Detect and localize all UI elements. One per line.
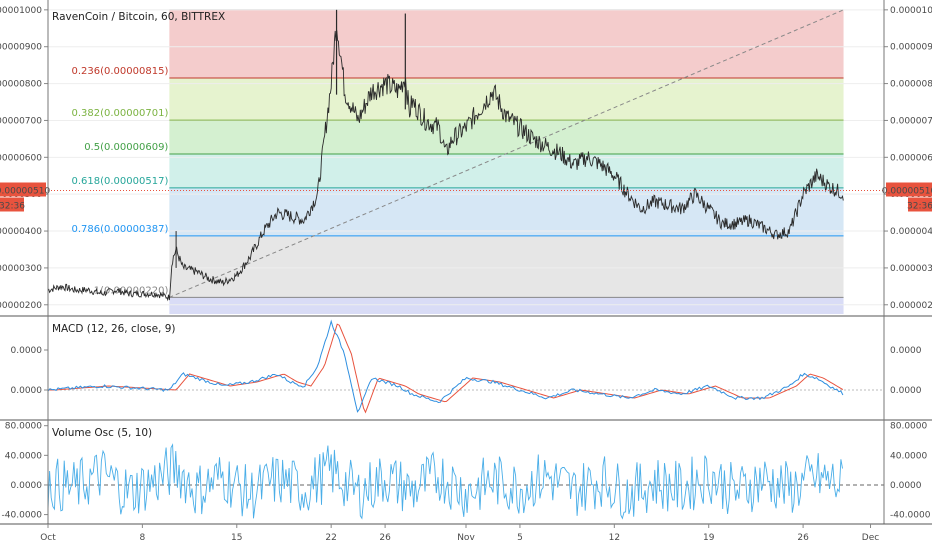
- fib-label-0.786: 0.786(0.00000387): [71, 224, 168, 235]
- fibonacci-levels[interactable]: 0.236(0.00000815) 0.382(0.00000701) 0.5(0.…: [71, 66, 844, 298]
- macd-tick-right: 0.0000: [890, 386, 922, 396]
- pane-dividers: [0, 0, 932, 525]
- x-tick-label: Dec: [862, 533, 879, 543]
- fib-zone-1: [169, 235, 844, 298]
- volume-osc-label: Volume Osc (5, 10): [52, 427, 152, 439]
- price-tag-right: [886, 182, 932, 197]
- x-tick-label: 19: [703, 533, 715, 543]
- x-axis: Oct 8 15 22 26 Nov 5 12 19 26 Dec: [40, 524, 879, 543]
- fib-label-1: 1(0.00000220): [94, 285, 169, 296]
- current-price-left: 0.00000510: [0, 186, 50, 196]
- countdown-tag-left: [0, 197, 24, 212]
- price-series: [47, 9, 844, 302]
- vol-tick-left: -40.0000: [2, 511, 43, 521]
- fib-label-0.236: 0.236(0.00000815): [71, 66, 168, 77]
- x-tick-label: 5: [517, 533, 523, 543]
- vol-tick-right: 0.0000: [890, 481, 922, 491]
- vol-tick-right: -40.0000: [890, 511, 931, 521]
- chart-title: RavenCoin / Bitcoin, 60, BITTREX: [52, 11, 225, 23]
- fibonacci-zones: [169, 9, 844, 314]
- fibonacci-trendline[interactable]: [169, 9, 844, 298]
- vol-tick-left: 80.0000: [5, 422, 42, 432]
- x-tick-label: 26: [379, 533, 391, 543]
- macd-signal-line: [48, 323, 844, 414]
- x-tick-label: Oct: [40, 533, 56, 543]
- fib-zone-0.786: [169, 187, 844, 236]
- fib-zone-base: [169, 297, 844, 314]
- macd-tick-left: 0.0000: [11, 346, 43, 356]
- macd-pane: 0.0000 0.0000 0.0000 0.0000: [11, 319, 922, 414]
- fib-label-0.5: 0.5(0.00000609): [84, 142, 168, 153]
- fib-zone-0.236: [169, 9, 844, 79]
- y-tick-label-right: 0.00001000: [890, 6, 932, 16]
- x-tick-label: 26: [797, 533, 809, 543]
- fib-label-0.382: 0.382(0.00000701): [71, 108, 168, 119]
- vol-tick-left: 0.0000: [11, 481, 43, 491]
- countdown-tag-right: [908, 197, 932, 212]
- x-tick-label: 8: [140, 533, 146, 543]
- macd-tick-left: 0.0000: [11, 386, 43, 396]
- x-tick-label: Nov: [457, 533, 475, 543]
- countdown-right: 32:36: [907, 201, 932, 211]
- x-tick-label: 12: [609, 533, 620, 543]
- volume-osc-pane: 80.0000 80.0000 40.0000 40.0000 0.0000 0.0000…: [2, 422, 931, 521]
- fib-label-0.618: 0.618(0.00000517): [71, 176, 168, 187]
- current-price-tags: 0.00000510 32:36 0.00000510 32:36: [0, 182, 932, 212]
- current-price-right: 0.00000510: [882, 186, 932, 196]
- x-tick-label: 15: [231, 533, 242, 543]
- macd-label: MACD (12, 26, close, 9): [52, 323, 175, 335]
- macd-line: [47, 319, 844, 413]
- vol-tick-right: 40.0000: [890, 451, 927, 461]
- vol-tick-left: 40.0000: [5, 451, 42, 461]
- macd-tick-right: 0.0000: [890, 346, 922, 356]
- volume-osc-line: [47, 443, 843, 520]
- vol-tick-right: 80.0000: [890, 422, 927, 432]
- y-tick-label-left: 0.00001000: [0, 6, 42, 16]
- x-tick-label: 22: [325, 533, 336, 543]
- price-line: [47, 30, 844, 302]
- countdown-left: 32:36: [0, 201, 25, 211]
- fib-zone-0.5: [169, 120, 844, 154]
- fib-zone-0.618: [169, 153, 844, 188]
- price-tag-left: [0, 182, 46, 197]
